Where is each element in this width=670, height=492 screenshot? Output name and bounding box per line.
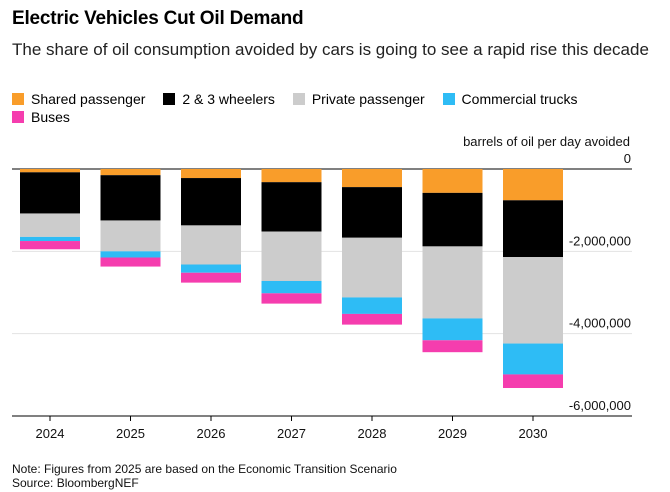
legend-label: 2 & 3 wheelers	[182, 91, 275, 107]
chart-subtitle: The share of oil consumption avoided by …	[12, 40, 649, 59]
bar-buses-2029	[422, 340, 483, 353]
legend-item-private-passenger: Private passenger	[292, 90, 425, 108]
x-tick-label: 2026	[197, 426, 226, 441]
bar-buses-2028	[342, 313, 402, 325]
bar-commercial-trucks-2027	[261, 280, 322, 294]
bar-shared-passenger-2029	[422, 169, 483, 193]
footnote: Note: Figures from 2025 are based on the…	[12, 462, 397, 490]
bar-commercial-trucks-2028	[342, 297, 402, 314]
legend-swatch-shared-passenger	[12, 93, 24, 105]
bar-private-passenger-2026	[181, 225, 241, 265]
legend-label: Commercial trucks	[461, 91, 578, 107]
bar-buses-2024	[20, 241, 80, 250]
legend-item-2-3-wheelers: 2 & 3 wheelers	[163, 90, 275, 108]
bar-2-3-wheelers-2025	[100, 175, 161, 221]
y-tick-label: -4,000,000	[569, 316, 631, 331]
legend: Shared passenger 2 & 3 wheelers Private …	[12, 90, 652, 126]
bar-buses-2030	[503, 374, 563, 389]
legend-label: Buses	[31, 109, 70, 125]
bar-shared-passenger-2025	[100, 169, 161, 176]
bar-private-passenger-2028	[342, 237, 402, 298]
x-tick-label: 2029	[438, 426, 467, 441]
chart-title: Electric Vehicles Cut Oil Demand	[12, 8, 304, 29]
bar-private-passenger-2025	[100, 220, 161, 252]
legend-swatch-commercial-trucks	[442, 93, 455, 105]
bar-shared-passenger-2030	[503, 169, 563, 201]
x-tick-label: 2025	[116, 426, 145, 441]
x-tick-label: 2030	[519, 426, 548, 441]
bar-2-3-wheelers-2026	[181, 178, 241, 226]
x-tick-label: 2024	[36, 426, 65, 441]
legend-swatch-private-passenger	[292, 93, 305, 105]
bar-buses-2025	[100, 257, 161, 267]
legend-item-shared-passenger: Shared passenger	[12, 90, 145, 108]
bar-buses-2026	[181, 272, 241, 283]
bar-commercial-trucks-2025	[100, 251, 161, 258]
bar-commercial-trucks-2030	[503, 343, 563, 375]
bar-shared-passenger-2026	[181, 169, 241, 179]
bar-private-passenger-2027	[261, 231, 322, 281]
legend-swatch-buses	[12, 111, 24, 123]
bar-2-3-wheelers-2027	[261, 182, 322, 232]
bar-private-passenger-2024	[20, 213, 80, 237]
bar-2-3-wheelers-2028	[342, 187, 402, 238]
bar-buses-2027	[261, 293, 322, 304]
bar-shared-passenger-2027	[261, 169, 322, 183]
bar-commercial-trucks-2024	[20, 236, 80, 242]
bar-shared-passenger-2024	[20, 169, 80, 173]
bar-private-passenger-2030	[503, 257, 563, 344]
bar-private-passenger-2029	[422, 246, 483, 319]
source-text: Source: BloombergNEF	[12, 476, 139, 490]
legend-item-commercial-trucks: Commercial trucks	[442, 90, 578, 108]
bar-2-3-wheelers-2030	[503, 200, 563, 258]
bar-2-3-wheelers-2024	[20, 172, 80, 214]
y-tick-label: 0	[624, 151, 631, 166]
x-tick-label: 2027	[277, 426, 306, 441]
x-tick-label: 2028	[358, 426, 387, 441]
bar-2-3-wheelers-2029	[422, 192, 483, 247]
bar-shared-passenger-2028	[342, 169, 402, 188]
note-text: Note: Figures from 2025 are based on the…	[12, 462, 397, 476]
legend-label: Shared passenger	[31, 91, 146, 107]
y-tick-label: -2,000,000	[569, 233, 631, 248]
legend-swatch-2-3-wheelers	[163, 93, 176, 105]
legend-label: Private passenger	[311, 91, 425, 107]
y-axis-label: barrels of oil per day avoided	[463, 134, 630, 149]
bar-commercial-trucks-2029	[422, 318, 483, 341]
legend-item-buses: Buses	[12, 108, 70, 126]
bar-commercial-trucks-2026	[181, 264, 241, 273]
y-tick-label: -6,000,000	[569, 398, 631, 413]
